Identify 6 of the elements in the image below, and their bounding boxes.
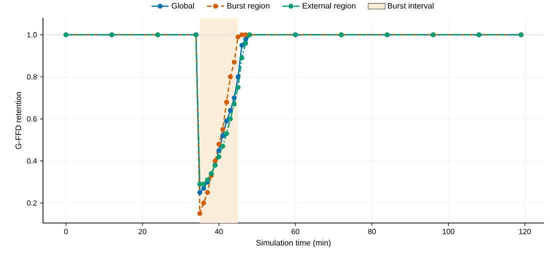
y-axis-title: G-FFD retention — [15, 92, 22, 149]
legend-label: Burst region — [227, 2, 270, 10]
legend-label: External region — [302, 2, 356, 10]
legend-label: Burst interval — [388, 2, 434, 9]
x-axis-title: Simulation time (min) — [256, 240, 331, 248]
legend-label: Global — [172, 2, 194, 9]
